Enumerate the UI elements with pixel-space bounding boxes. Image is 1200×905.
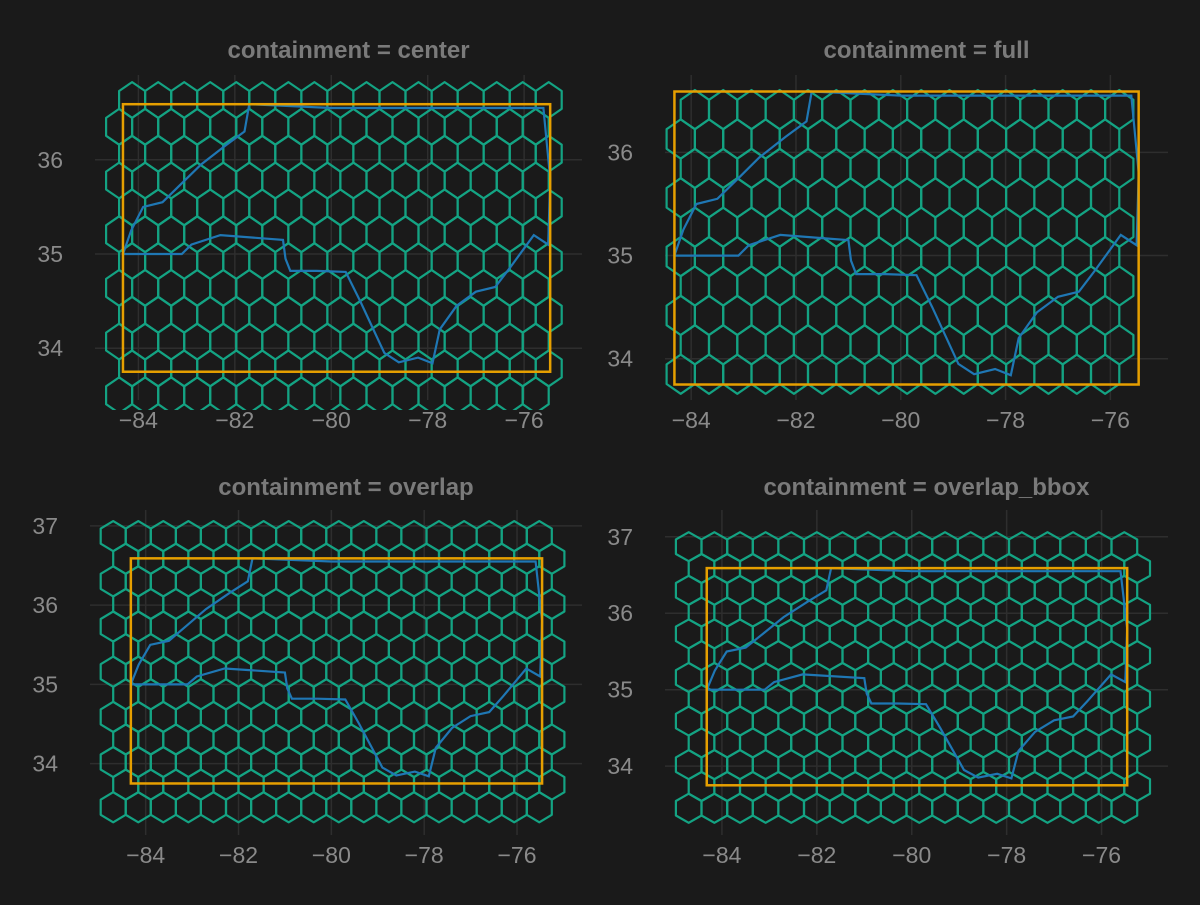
x-tick-label: −84 (126, 842, 165, 868)
y-tick-label: 35 (607, 677, 633, 703)
x-tick-label: −82 (219, 842, 258, 868)
chart-title: containment = overlap_bbox (763, 474, 1090, 501)
x-tick-label: −80 (312, 842, 351, 868)
x-tick-label: −80 (881, 407, 920, 433)
state-outline (705, 566, 1129, 780)
y-tick-label: 36 (37, 147, 63, 173)
hexagon-cell (849, 88, 880, 131)
x-tick-label: −78 (987, 842, 1026, 868)
chart-title: containment = full (823, 37, 1029, 64)
y-tick-label: 34 (37, 335, 63, 361)
y-tick-label: 34 (607, 753, 633, 779)
bounding-box (121, 102, 552, 373)
hexagon-cell (764, 88, 796, 131)
x-tick-label: −82 (215, 407, 254, 433)
x-tick-label: −80 (312, 407, 351, 433)
hexagon-cell (222, 80, 251, 120)
hexagon-cell (534, 80, 563, 120)
bounding-box (673, 90, 1140, 386)
state-outline (121, 103, 552, 365)
x-tick-label: −82 (776, 407, 815, 433)
hexagon-cell (1110, 531, 1139, 563)
x-tick-label: −82 (797, 842, 836, 868)
chart-title: containment = center (227, 37, 469, 64)
chart-panel-2: containment = full −84 −82 −80 −78 −76 34 35 36 (607, 37, 1168, 433)
hexagon-cell (679, 88, 711, 131)
y-tick-label: 35 (607, 243, 633, 269)
hexagon-cell (482, 80, 511, 120)
hexagon-cell (196, 80, 225, 120)
x-tick-label: −78 (408, 407, 447, 433)
hexagon-cell (736, 88, 767, 131)
y-tick-label: 37 (607, 524, 633, 550)
x-tick-label: −80 (892, 842, 931, 868)
chart-title: containment = overlap (218, 474, 473, 501)
hexagon-cell (274, 80, 303, 120)
hexagon-cell (508, 80, 537, 120)
hexagon-cell (707, 88, 739, 131)
hexagon-cell (821, 88, 852, 131)
hexagon-cell (248, 80, 277, 120)
x-tick-label: −76 (498, 842, 537, 868)
x-tick-label: −76 (1082, 842, 1121, 868)
plot-area (99, 519, 566, 824)
hexagon-cell (378, 80, 407, 120)
x-tick-label: −76 (1091, 407, 1130, 433)
hexagon-cell (352, 80, 381, 120)
plot-area (104, 80, 563, 410)
hexagon-cell (144, 80, 173, 120)
chart-panel-4: containment = overlap_bbox −84 −82 −80 −78 −7… (607, 474, 1168, 868)
x-tick-label: −84 (702, 842, 741, 868)
y-tick-label: 36 (32, 592, 58, 618)
y-tick-label: 34 (607, 346, 633, 372)
hexagon-cell (300, 80, 329, 120)
chart-panel-3: containment = overlap −84 −82 −80 −78 −76 34 35… (32, 474, 582, 868)
chart-panel-1: containment = center −84 −82 −80 −78 −76 34 35 3… (37, 37, 582, 433)
y-tick-label: 35 (32, 671, 58, 697)
state-outline (129, 557, 544, 778)
y-tick-label: 37 (32, 513, 58, 539)
x-tick-label: −84 (672, 407, 711, 433)
x-tick-label: −78 (986, 407, 1025, 433)
bounding-box (129, 557, 544, 785)
hexagon-cell (456, 80, 485, 120)
hexagon-cell (1103, 88, 1135, 131)
y-tick-label: 36 (607, 139, 633, 165)
y-tick-label: 35 (37, 241, 63, 267)
state-outline (673, 90, 1140, 377)
hexagon-cell (170, 80, 199, 120)
hexagon-cell (525, 519, 553, 553)
x-tick-label: −84 (119, 407, 158, 433)
y-tick-label: 36 (607, 600, 633, 626)
bounding-box (705, 566, 1129, 787)
x-tick-label: −78 (405, 842, 444, 868)
x-tick-label: −76 (505, 407, 544, 433)
hexagon-cell (430, 80, 459, 120)
plot-area (674, 531, 1152, 824)
y-tick-label: 34 (32, 751, 58, 777)
plot-area (665, 88, 1140, 395)
